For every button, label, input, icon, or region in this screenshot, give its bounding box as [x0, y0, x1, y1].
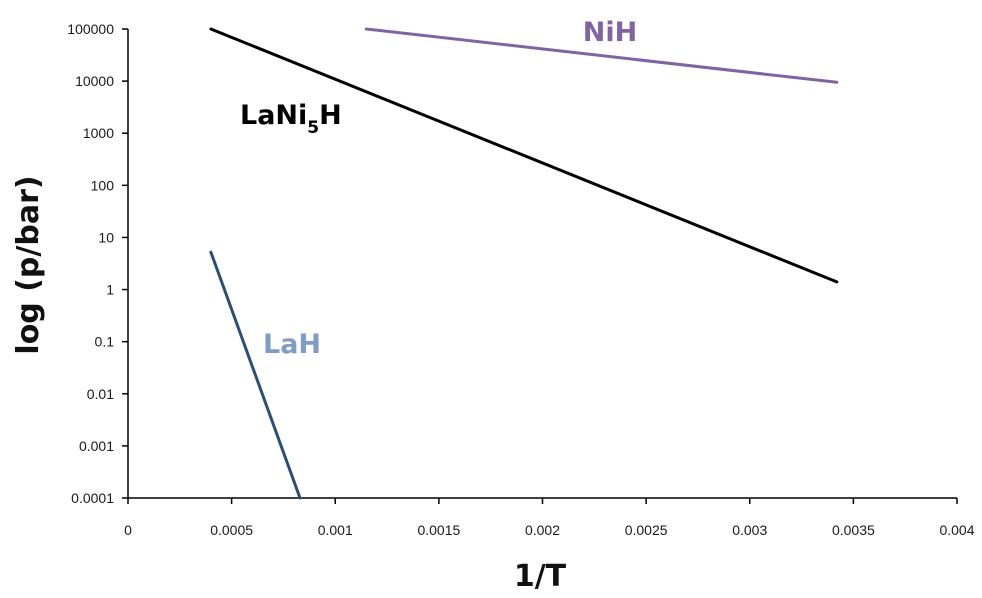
series-lines	[209, 27, 839, 500]
x-tick-label: 0	[124, 522, 132, 538]
y-tick-label: 0.1	[95, 334, 115, 350]
y-tick-label: 0.001	[79, 438, 114, 454]
y-tick-label: 1	[106, 282, 114, 298]
x-axis-title: 1/T	[514, 559, 567, 594]
y-tick-label: 100	[91, 177, 115, 193]
y-tick-label: 0.01	[87, 386, 114, 402]
y-tick-label: 10	[98, 229, 114, 245]
y-tick-label: 100000	[67, 21, 114, 37]
series-line-lani5h	[209, 27, 839, 284]
series-label-lani5h: LaNi5H	[240, 100, 342, 138]
x-tick-label: 0.0015	[417, 522, 460, 538]
y-axis-title: log (p/bar)	[11, 175, 46, 354]
y-tick-label: 10000	[75, 73, 114, 89]
x-tick-label: 0.0025	[625, 522, 668, 538]
series-label-nih: NiH	[583, 17, 637, 48]
series-label-lani5h-subscript: 5	[307, 118, 319, 138]
series-label-lah: LaH	[263, 329, 321, 360]
y-tick-label: 1000	[83, 125, 114, 141]
y-ticks: 0.0001 0.001 0.01 0.1 1 10 100 1000 10000 100000	[67, 21, 128, 506]
x-tick-label: 0.001	[318, 522, 353, 538]
y-tick-label: 0.0001	[71, 490, 114, 506]
x-ticks: 0 0.0005 0.001 0.0015 0.002 0.0025 0.003 0.0035…	[124, 498, 975, 538]
series-line-nih	[364, 27, 839, 84]
x-tick-label: 0.004	[939, 522, 974, 538]
x-tick-label: 0.002	[525, 522, 560, 538]
series-label-lani5h-main: LaNi	[240, 100, 307, 131]
x-tick-label: 0.003	[732, 522, 767, 538]
x-tick-label: 0.0005	[210, 522, 253, 538]
series-label-lani5h-end: H	[319, 100, 342, 131]
series-line-lah	[209, 250, 302, 500]
x-tick-label: 0.0035	[832, 522, 875, 538]
